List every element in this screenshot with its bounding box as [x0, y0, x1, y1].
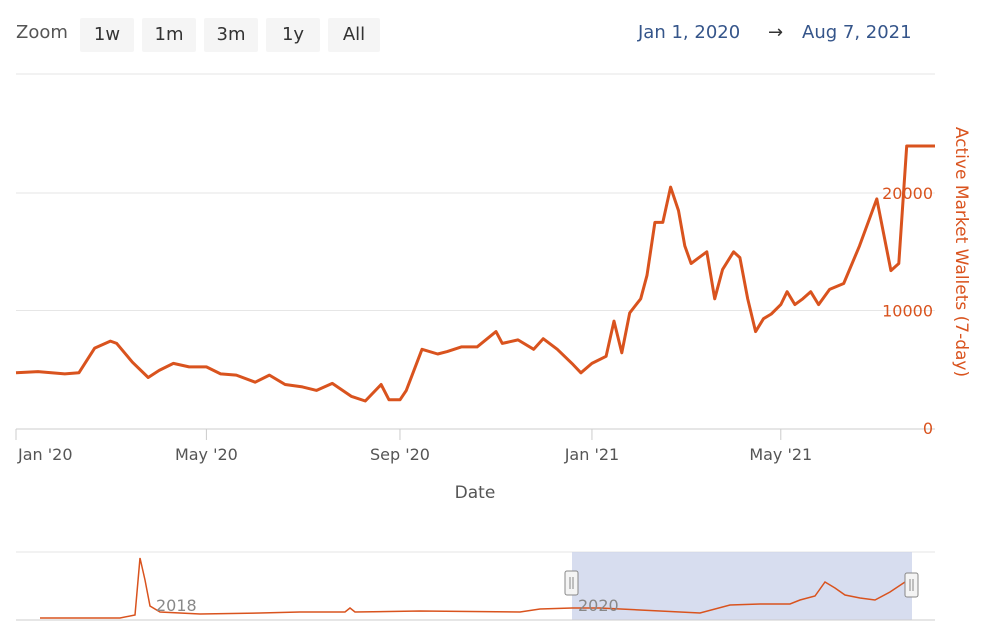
zoom-label: Zoom — [16, 22, 68, 43]
range-to-input[interactable]: Aug 7, 2021 — [802, 22, 912, 43]
zoom-3m-button[interactable]: 3m — [204, 18, 258, 52]
x-tick-label: Sep '20 — [370, 445, 430, 464]
x-tick-label: May '20 — [175, 445, 238, 464]
y-axis-title: Active Market Wallets (7-day) — [951, 127, 971, 377]
navigator-handle-left[interactable] — [564, 570, 579, 596]
zoom-1w-button[interactable]: 1w — [80, 18, 134, 52]
navigator-selection[interactable] — [572, 552, 912, 620]
x-axis-title: Date — [455, 483, 496, 503]
range-from-input[interactable]: Jan 1, 2020 — [638, 22, 741, 43]
grid — [16, 192, 935, 311]
range-arrow: → — [768, 22, 784, 43]
zoom-1m-button[interactable]: 1m — [142, 18, 196, 52]
y-tick-label: 20000 — [882, 184, 933, 203]
navigator-line — [40, 557, 913, 619]
navigator[interactable]: 2018 2020 — [16, 551, 935, 621]
x-axis: Jan '20 May '20 Sep '20 Jan '21 May '21 — [15, 428, 935, 464]
navigator-label-2020: 2020 — [578, 596, 619, 615]
zoom-all-button[interactable]: All — [328, 18, 380, 52]
x-tick-label: Jan '21 — [564, 445, 620, 464]
zoom-1y-button[interactable]: 1y — [266, 18, 320, 52]
x-tick-label: May '21 — [749, 445, 812, 464]
y-tick-label: 0 — [923, 419, 933, 438]
series-line — [15, 144, 935, 403]
navigator-handle-right[interactable] — [904, 572, 919, 598]
x-tick-label: Jan '20 — [17, 445, 73, 464]
y-tick-label: 10000 — [882, 302, 933, 321]
navigator-label-2018: 2018 — [156, 596, 197, 615]
y-axis: 0 10000 20000 — [882, 184, 933, 438]
